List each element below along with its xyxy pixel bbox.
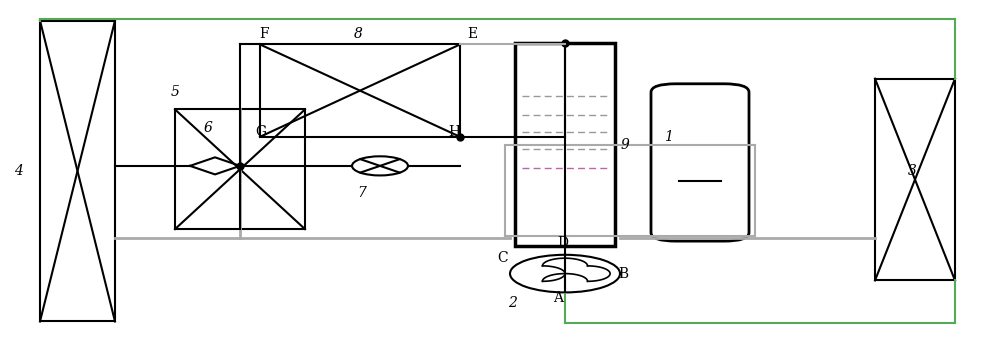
Bar xyxy=(40,21,115,321)
Bar xyxy=(515,43,615,246)
Bar xyxy=(260,44,460,137)
Text: 9: 9 xyxy=(621,139,629,152)
Text: 1: 1 xyxy=(664,130,672,144)
Text: D: D xyxy=(558,236,568,250)
Text: B: B xyxy=(618,267,628,280)
Text: 3: 3 xyxy=(908,164,916,178)
Text: G: G xyxy=(255,125,267,139)
Text: 6: 6 xyxy=(204,121,212,135)
Text: 4: 4 xyxy=(14,164,22,178)
Text: A: A xyxy=(553,291,563,305)
Bar xyxy=(175,109,305,229)
Text: C: C xyxy=(498,251,508,265)
Text: 5: 5 xyxy=(171,86,179,99)
Text: 7: 7 xyxy=(358,186,366,200)
Bar xyxy=(875,79,955,280)
Text: E: E xyxy=(467,27,477,41)
Text: F: F xyxy=(259,27,269,41)
Text: H: H xyxy=(448,125,460,139)
Text: 2: 2 xyxy=(508,296,516,310)
Text: 8: 8 xyxy=(354,27,362,41)
